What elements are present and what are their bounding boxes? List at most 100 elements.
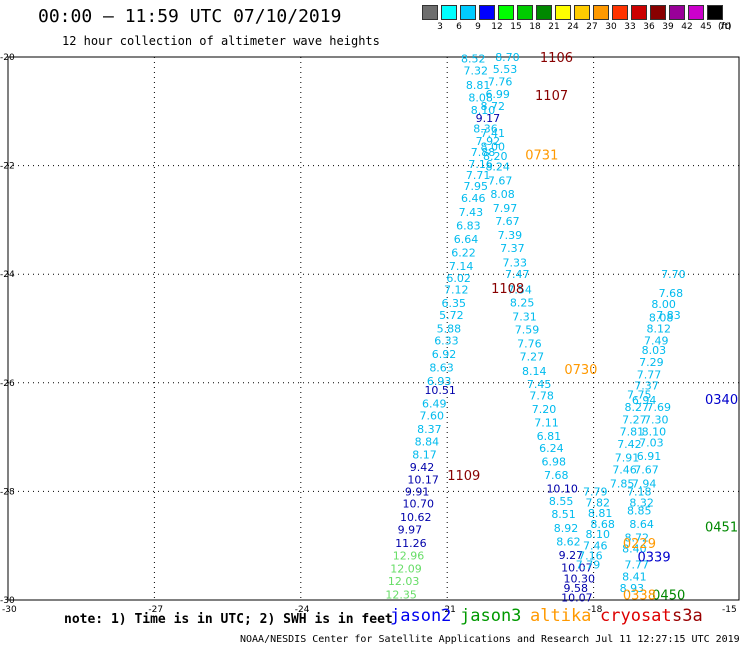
swh-value: 6.33 [434, 334, 459, 347]
swh-value: 8.84 [415, 435, 440, 448]
swh-value: 8.20 [483, 150, 508, 163]
scale-swatch [688, 5, 704, 20]
swh-value: 7.76 [517, 338, 542, 351]
lat-tick-label: -28 [0, 487, 15, 497]
swh-value: 7.77 [625, 559, 650, 572]
swh-value: 6.64 [454, 233, 479, 246]
swh-value: 7.67 [495, 215, 520, 228]
swh-value: 8.63 [429, 362, 454, 375]
swh-value: 8.10 [471, 104, 496, 117]
swh-value: 8.85 [627, 504, 652, 517]
swh-value: 7.16 [578, 549, 603, 562]
swh-value: 8.55 [549, 495, 574, 508]
swh-value: 7.45 [527, 378, 552, 391]
latitude-labels: -20 -22 -24 -26 -28 -30 [0, 53, 15, 606]
swh-value: 12.09 [390, 563, 422, 576]
swh-value: 6.24 [539, 442, 564, 455]
map-title: 00:00 – 11:59 UTC 07/10/2019 [38, 6, 342, 27]
swh-value: 8.70 [495, 51, 520, 64]
pass-time-label: 0340 [705, 393, 738, 408]
swh-value: 10.30 [564, 572, 596, 585]
scale-label: 30 [605, 22, 617, 32]
swh-value: 5.53 [493, 63, 518, 76]
swh-value: 8.40 [622, 542, 647, 555]
swh-value: 8.12 [646, 323, 671, 336]
scale-swatch [650, 5, 666, 20]
swh-value: 8.03 [642, 344, 667, 357]
pass-times: 1106 1107 0731 1108 0730 1109 0340 0451 02290339… [447, 51, 738, 604]
swh-value: 8.25 [510, 296, 534, 309]
lat-tick-label: -20 [0, 53, 15, 63]
scale-swatch [460, 5, 476, 20]
scale-label: 6 [456, 22, 462, 32]
swh-value: 7.27 [520, 351, 545, 364]
swh-value: 7.97 [493, 202, 518, 215]
swh-value: 7.91 [615, 452, 640, 465]
swh-value: 9.97 [398, 523, 423, 536]
swh-value: 7.46 [583, 540, 608, 553]
swh-value: 7.33 [503, 256, 528, 269]
swh-value: 9.17 [476, 112, 501, 125]
pass-time-label: 1107 [535, 89, 568, 104]
scale-swatch [422, 5, 438, 20]
scale-label: 24 [567, 22, 579, 32]
swh-value: 7.76 [488, 75, 513, 88]
swh-value: 7.82 [585, 496, 610, 509]
swh-value: 8.51 [551, 508, 576, 521]
swh-value: 8.10 [585, 528, 610, 541]
swh-value: 6.91 [637, 450, 662, 463]
swh-value: 9.42 [410, 461, 435, 474]
swh-value: 8.24 [485, 161, 510, 174]
swh-value: 7.79 [576, 559, 601, 572]
swh-value: 8.64 [629, 518, 654, 531]
lon-tick-label: -24 [295, 605, 310, 615]
swh-value: 7.79 [583, 485, 608, 498]
swh-value: 8.08 [490, 188, 515, 201]
scale-swatch [517, 5, 533, 20]
swh-value: 6.35 [442, 297, 467, 310]
swh-value: 7.95 [463, 180, 488, 193]
swh-value: 7.14 [449, 260, 474, 273]
swh-value: 8.92 [554, 522, 579, 535]
swh-value: 6.46 [461, 192, 486, 205]
swh-value: 6.99 [485, 88, 510, 101]
lon-tick-label: -15 [722, 605, 737, 615]
lat-tick-label: -26 [0, 379, 15, 389]
swh-value: 8.36 [473, 123, 498, 136]
swh-value: 7.70 [661, 268, 686, 281]
swh-value: 5.72 [439, 309, 464, 322]
pass-time-label: 1109 [447, 469, 480, 484]
swh-value: 6.81 [537, 430, 562, 443]
swh-value: 9.27 [559, 549, 584, 562]
swh-value: 8.68 [590, 518, 615, 531]
scale-label: 45 [700, 22, 712, 32]
swh-value: 6.49 [422, 397, 447, 410]
swh-value: 9.58 [564, 582, 589, 595]
scale-unit: (ft) [718, 22, 732, 32]
pass-time-label: 0451 [705, 521, 738, 536]
legend-entry: s3a [672, 606, 703, 626]
scale-label: 12 [491, 22, 503, 32]
swh-value: 10.70 [402, 497, 434, 510]
swh-value: 7.41 [481, 127, 506, 140]
swh-value: 10.51 [424, 384, 456, 397]
swh-value: 7.47 [505, 268, 529, 281]
swh-value: 8.08 [468, 92, 493, 105]
swh-value: 7.16 [468, 158, 493, 171]
pass-time-label: 0339 [638, 551, 671, 566]
scale-swatch [669, 5, 685, 20]
swh-value: 7.54 [507, 283, 532, 296]
swh-value: 7.67 [634, 464, 659, 477]
pass-time-label: 1108 [491, 282, 524, 297]
swh-value: 6.83 [456, 219, 481, 232]
swh-value: 8.81 [466, 79, 491, 92]
swh-value: 7.12 [444, 283, 469, 296]
scale-label: 42 [681, 22, 693, 32]
swh-value: 11.26 [395, 537, 427, 550]
scale-label: 39 [662, 22, 674, 32]
scale-swatch [536, 5, 552, 20]
swh-value: 7.67 [488, 174, 513, 187]
swh-value: 7.92 [476, 135, 501, 148]
swh-value: 8.72 [625, 532, 650, 545]
